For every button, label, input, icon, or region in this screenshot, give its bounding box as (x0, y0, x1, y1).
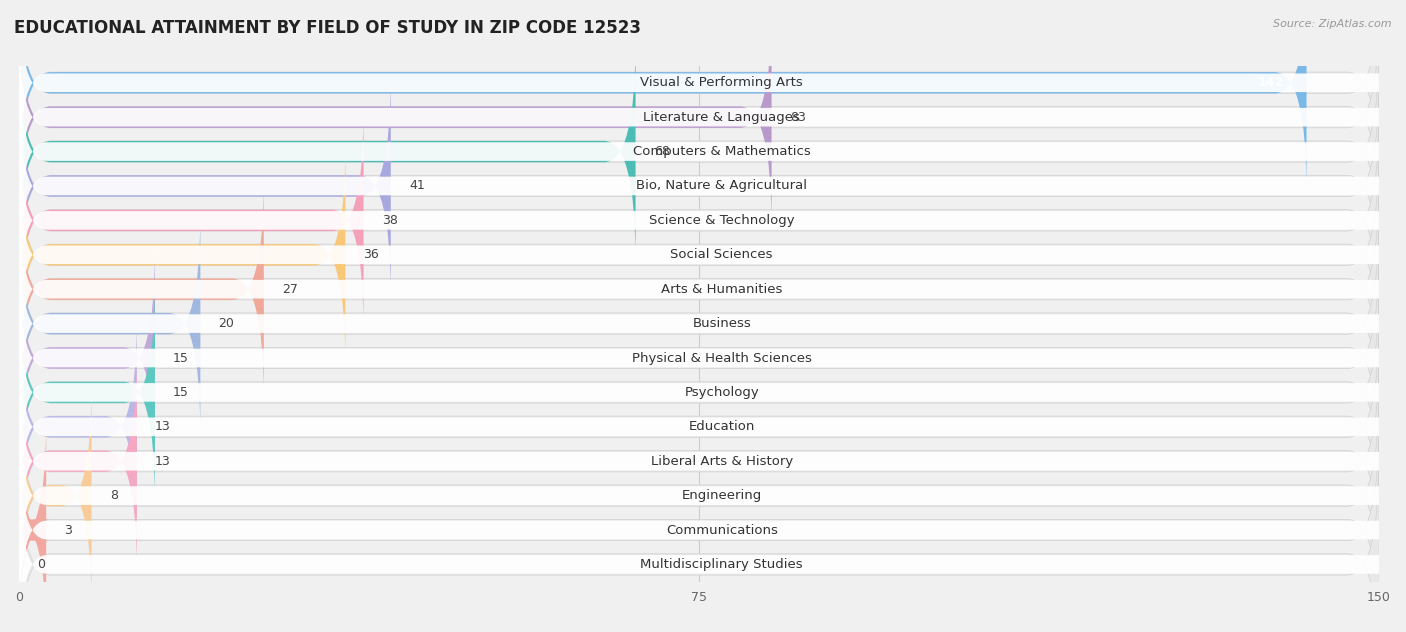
FancyBboxPatch shape (20, 264, 1406, 452)
FancyBboxPatch shape (20, 248, 155, 468)
Text: Source: ZipAtlas.com: Source: ZipAtlas.com (1274, 19, 1392, 29)
FancyBboxPatch shape (20, 351, 1379, 571)
FancyBboxPatch shape (20, 92, 1406, 280)
Text: 3: 3 (65, 523, 72, 537)
Text: 20: 20 (218, 317, 235, 330)
FancyBboxPatch shape (20, 386, 91, 605)
FancyBboxPatch shape (20, 317, 1379, 537)
FancyBboxPatch shape (20, 8, 1379, 227)
Text: Computers & Mathematics: Computers & Mathematics (633, 145, 811, 158)
FancyBboxPatch shape (20, 0, 1306, 193)
FancyBboxPatch shape (20, 0, 1379, 193)
Text: 27: 27 (283, 283, 298, 296)
FancyBboxPatch shape (20, 42, 636, 261)
Text: Social Sciences: Social Sciences (671, 248, 773, 261)
Text: Business: Business (692, 317, 751, 330)
FancyBboxPatch shape (20, 386, 1379, 605)
FancyBboxPatch shape (20, 229, 1406, 418)
Text: 83: 83 (790, 111, 806, 124)
Text: Education: Education (689, 420, 755, 434)
Text: Engineering: Engineering (682, 489, 762, 502)
FancyBboxPatch shape (20, 161, 1406, 349)
FancyBboxPatch shape (20, 298, 1406, 487)
Text: 68: 68 (654, 145, 669, 158)
FancyBboxPatch shape (20, 195, 1406, 383)
FancyBboxPatch shape (20, 179, 264, 399)
FancyBboxPatch shape (20, 367, 1406, 555)
Text: Bio, Nature & Agricultural: Bio, Nature & Agricultural (636, 179, 807, 193)
FancyBboxPatch shape (20, 214, 1379, 434)
FancyBboxPatch shape (20, 179, 1379, 399)
FancyBboxPatch shape (20, 145, 346, 365)
Text: EDUCATIONAL ATTAINMENT BY FIELD OF STUDY IN ZIP CODE 12523: EDUCATIONAL ATTAINMENT BY FIELD OF STUDY… (14, 19, 641, 37)
FancyBboxPatch shape (20, 470, 1406, 632)
FancyBboxPatch shape (20, 283, 1379, 502)
FancyBboxPatch shape (20, 436, 1406, 624)
FancyBboxPatch shape (20, 111, 364, 330)
Text: Arts & Humanities: Arts & Humanities (661, 283, 782, 296)
Text: Communications: Communications (666, 523, 778, 537)
Text: Liberal Arts & History: Liberal Arts & History (651, 454, 793, 468)
FancyBboxPatch shape (20, 126, 1406, 314)
Text: 36: 36 (364, 248, 380, 261)
FancyBboxPatch shape (20, 402, 1406, 590)
FancyBboxPatch shape (20, 145, 1379, 365)
Text: 13: 13 (155, 454, 170, 468)
Text: 38: 38 (381, 214, 398, 227)
FancyBboxPatch shape (20, 283, 155, 502)
FancyBboxPatch shape (20, 0, 1406, 177)
FancyBboxPatch shape (20, 58, 1406, 245)
FancyBboxPatch shape (20, 23, 1406, 211)
FancyBboxPatch shape (20, 8, 772, 227)
Text: Visual & Performing Arts: Visual & Performing Arts (640, 76, 803, 89)
Text: Psychology: Psychology (685, 386, 759, 399)
FancyBboxPatch shape (20, 317, 136, 537)
FancyBboxPatch shape (20, 214, 200, 434)
Text: Science & Technology: Science & Technology (650, 214, 794, 227)
Text: 142: 142 (1257, 76, 1284, 89)
FancyBboxPatch shape (20, 351, 136, 571)
FancyBboxPatch shape (20, 111, 1379, 330)
FancyBboxPatch shape (20, 248, 1379, 468)
Text: 8: 8 (110, 489, 118, 502)
FancyBboxPatch shape (20, 420, 1379, 632)
Text: 15: 15 (173, 386, 188, 399)
Text: Multidisciplinary Studies: Multidisciplinary Studies (640, 558, 803, 571)
Text: Physical & Health Sciences: Physical & Health Sciences (631, 351, 811, 365)
Text: 13: 13 (155, 420, 170, 434)
FancyBboxPatch shape (14, 420, 51, 632)
FancyBboxPatch shape (20, 454, 1379, 632)
Text: 41: 41 (409, 179, 425, 193)
Text: Literature & Languages: Literature & Languages (644, 111, 800, 124)
FancyBboxPatch shape (20, 76, 391, 296)
FancyBboxPatch shape (20, 42, 1379, 261)
Text: 0: 0 (37, 558, 45, 571)
FancyBboxPatch shape (20, 76, 1379, 296)
Text: 15: 15 (173, 351, 188, 365)
FancyBboxPatch shape (20, 333, 1406, 521)
